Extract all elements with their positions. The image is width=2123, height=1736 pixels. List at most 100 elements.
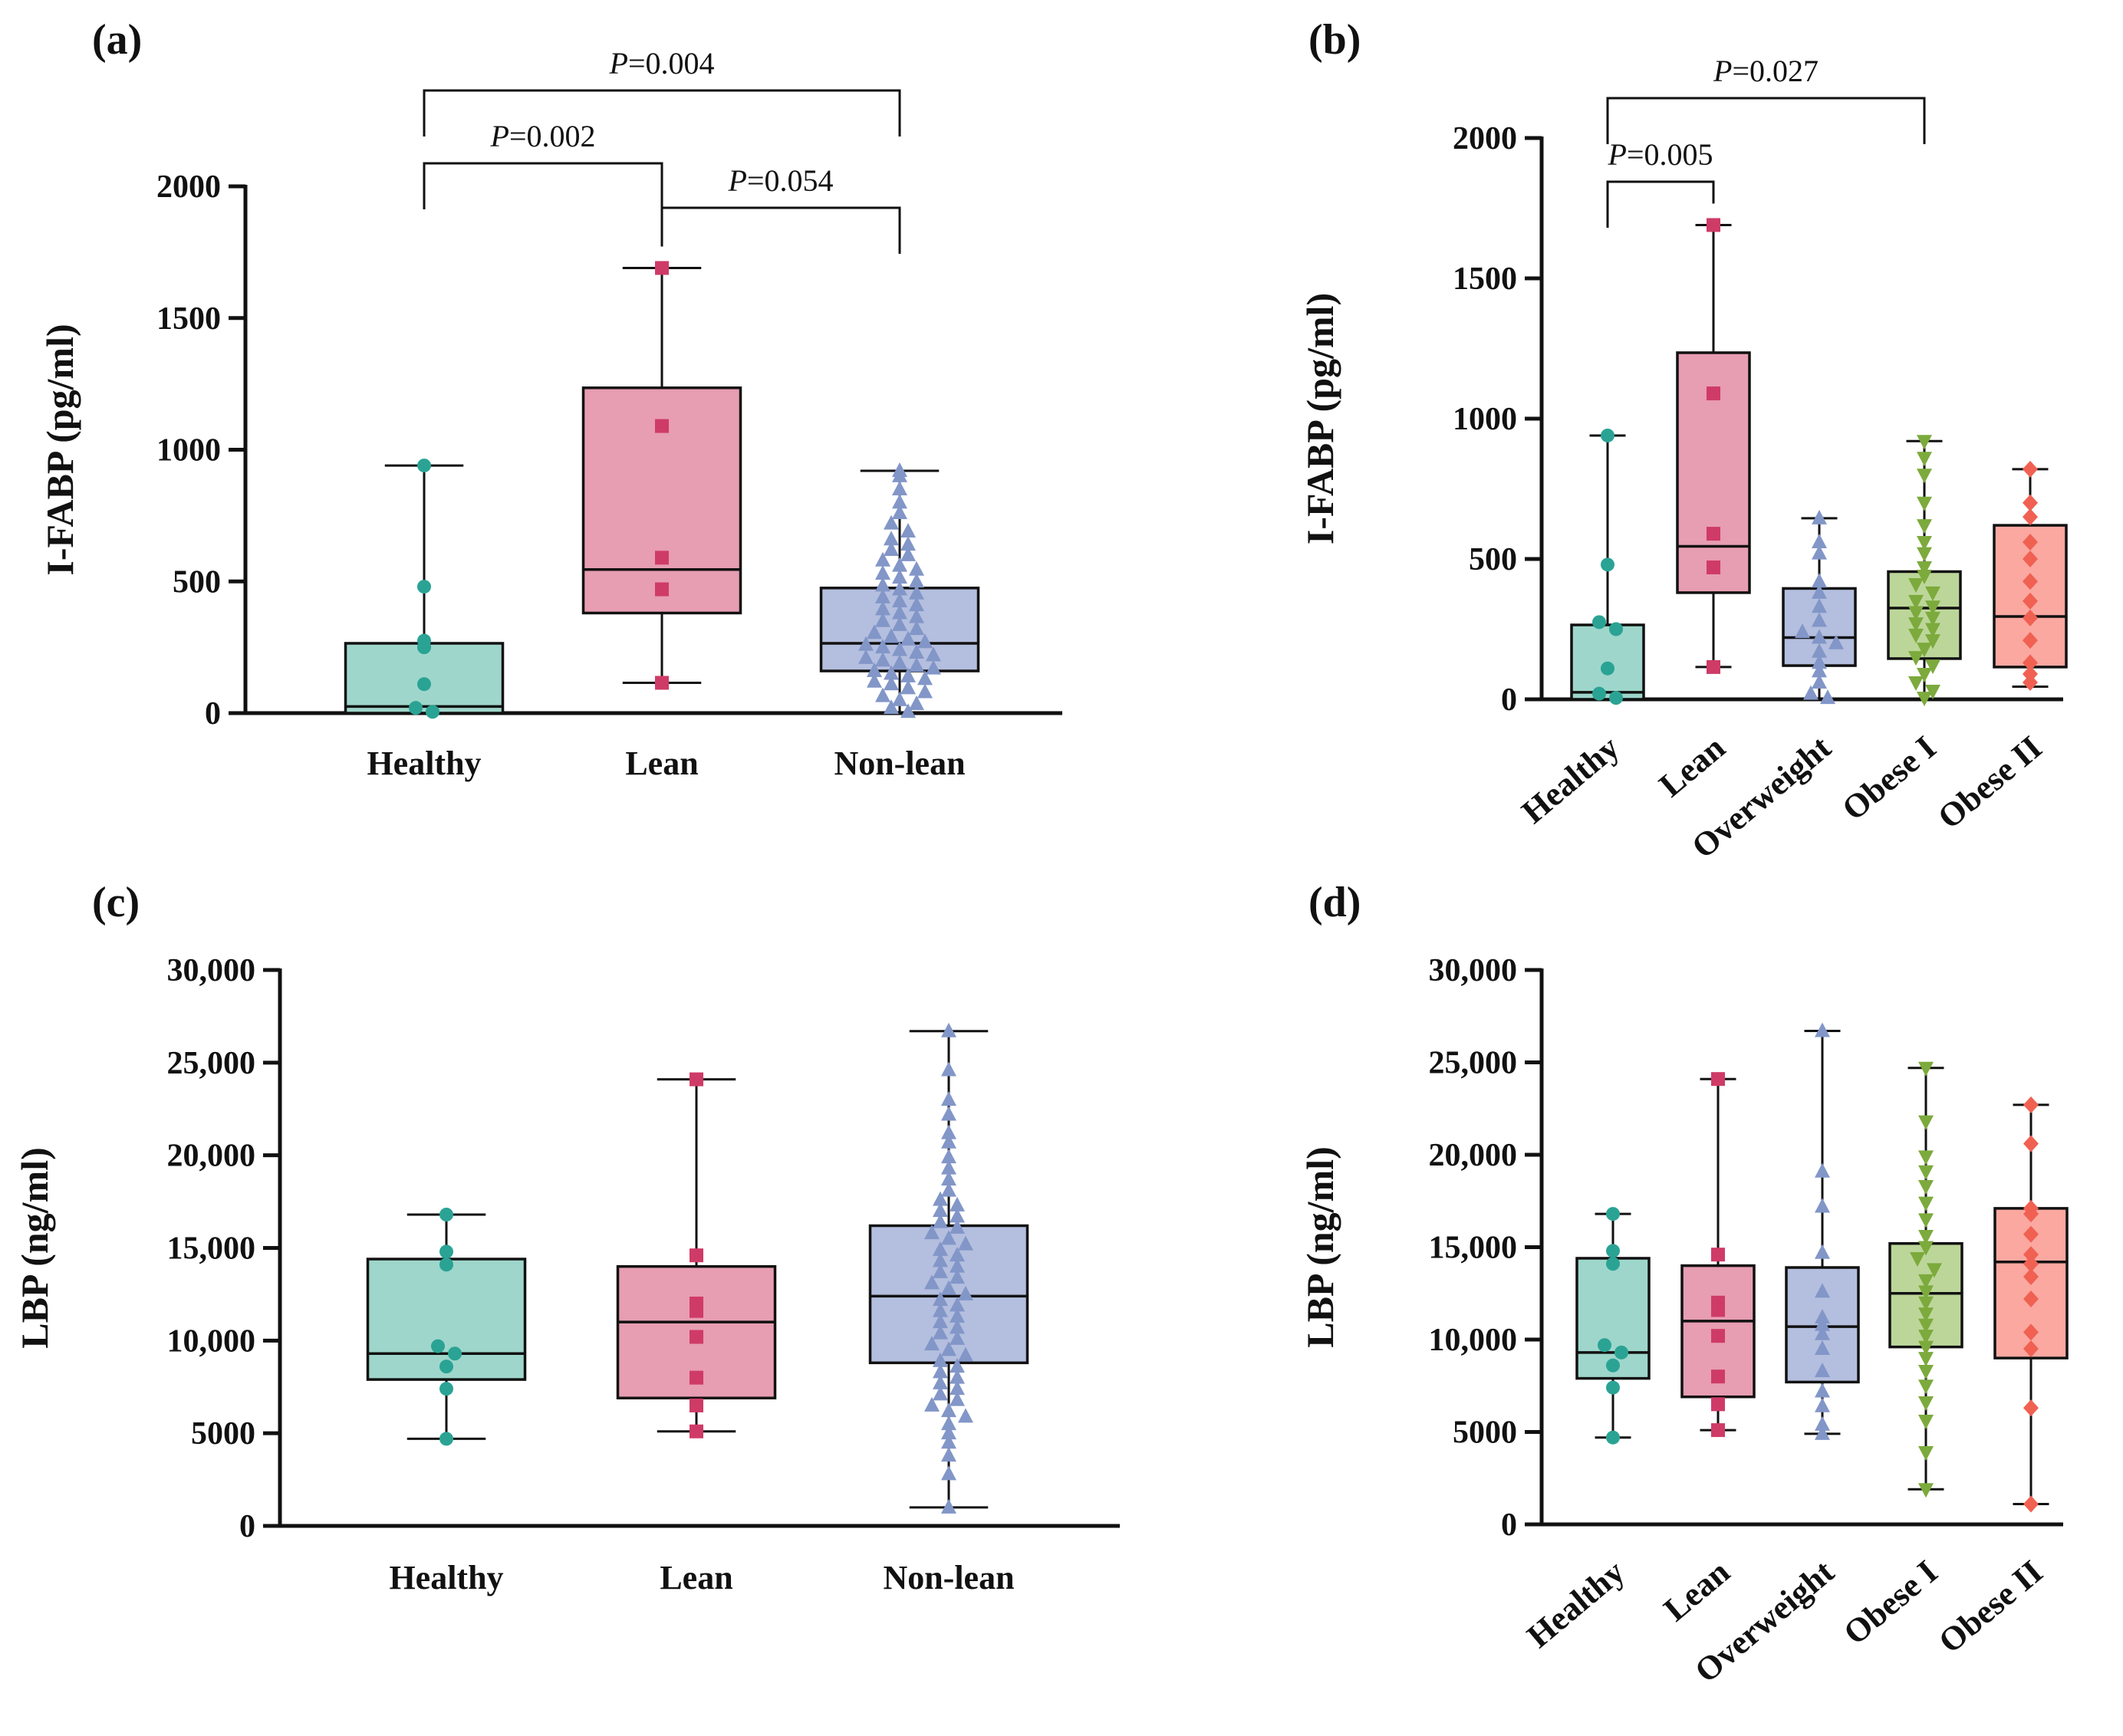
data-point	[933, 1302, 948, 1317]
data-point	[1917, 496, 1932, 511]
y-tick-label: 10,000	[167, 1323, 256, 1359]
data-point	[941, 1425, 956, 1440]
data-point	[655, 676, 669, 690]
data-point	[1908, 676, 1924, 692]
x-tick-label: Healthy	[367, 745, 481, 782]
data-point	[884, 665, 899, 680]
data-point	[884, 541, 899, 557]
data-point	[867, 624, 882, 639]
x-tick-label: Obese I	[1836, 1553, 1944, 1652]
p-value: =0.054	[747, 163, 834, 198]
data-point	[941, 1106, 956, 1121]
data-point	[1812, 643, 1827, 658]
data-point	[1815, 1383, 1830, 1398]
data-point	[2023, 1205, 2039, 1223]
data-point	[941, 1447, 956, 1462]
data-point	[909, 573, 924, 588]
data-point	[690, 1072, 703, 1087]
data-point	[1601, 428, 1614, 442]
data-point	[439, 1382, 453, 1396]
data-point	[909, 561, 924, 576]
data-point	[892, 580, 907, 596]
data-point	[1815, 1283, 1830, 1298]
data-point	[884, 628, 899, 643]
data-point	[1609, 691, 1623, 705]
iqr-box	[366, 1258, 527, 1381]
data-point	[892, 467, 907, 482]
data-point	[1812, 509, 1827, 524]
data-point	[892, 504, 907, 519]
data-point	[1908, 651, 1924, 666]
data-point	[2023, 1323, 2039, 1341]
data-point	[941, 1091, 956, 1106]
data-point	[875, 588, 890, 603]
y-tick-label: 1000	[156, 433, 221, 469]
data-point	[867, 663, 882, 678]
data-point	[933, 1252, 948, 1267]
data-point	[933, 1241, 948, 1256]
box-lean	[1680, 1072, 1756, 1438]
data-point	[417, 640, 431, 655]
box-obese-ii	[1993, 460, 2068, 692]
y-tick-label: 5000	[1453, 1415, 1517, 1451]
data-point	[1815, 1162, 1830, 1178]
box-healthy	[1575, 1207, 1651, 1445]
data-point	[655, 261, 669, 275]
data-point	[1711, 1248, 1725, 1262]
data-point	[2023, 632, 2038, 649]
data-point	[933, 1202, 948, 1218]
data-point	[1925, 611, 1940, 626]
p-symbol: P	[490, 119, 509, 153]
data-point	[941, 1402, 956, 1418]
panel-1: (b) 0 500 1000 1500 2000 I-FABP (pg/ml) Healthy…	[1298, 16, 2068, 866]
bracket-line	[1606, 180, 1715, 228]
panel-label: (c)	[92, 879, 140, 926]
data-point	[1815, 1415, 1830, 1431]
data-point	[1918, 1285, 1934, 1300]
data-point	[1925, 634, 1940, 649]
p-value-label: P=0.027	[1713, 54, 1819, 88]
y-tick-label: 15,000	[1429, 1231, 1518, 1266]
data-point	[690, 1370, 703, 1385]
data-point	[439, 1244, 453, 1259]
data-point	[950, 1307, 965, 1323]
data-point	[1918, 1379, 1934, 1395]
data-point	[892, 593, 907, 608]
data-point	[933, 1352, 948, 1367]
data-point	[909, 643, 924, 659]
data-point	[950, 1269, 965, 1284]
data-point	[1918, 1196, 1934, 1212]
data-point	[900, 667, 916, 682]
data-point	[917, 633, 933, 649]
p-value: =0.027	[1732, 54, 1819, 88]
data-point	[909, 584, 924, 600]
data-point	[1925, 600, 1940, 616]
y-tick-label: 0	[205, 696, 221, 732]
data-point	[1918, 1150, 1934, 1166]
data-point	[1601, 557, 1614, 572]
data-point	[2023, 609, 2038, 626]
data-point	[1918, 1340, 1934, 1356]
data-point	[950, 1196, 965, 1212]
data-point	[2023, 460, 2038, 478]
data-point	[2023, 494, 2038, 511]
data-point	[875, 600, 890, 616]
x-tick-label: Lean	[660, 1559, 732, 1596]
data-point	[917, 670, 933, 686]
data-point	[2023, 1290, 2039, 1307]
data-point	[950, 1369, 965, 1384]
data-point	[1614, 1345, 1628, 1360]
data-point	[941, 1230, 956, 1245]
p-value: =0.004	[628, 46, 715, 81]
y-tick-label: 0	[1501, 1507, 1517, 1543]
p-value: =0.002	[509, 119, 596, 153]
y-tick-label: 0	[239, 1509, 255, 1544]
data-point	[909, 657, 924, 672]
data-point	[950, 1258, 965, 1273]
data-point	[439, 1258, 453, 1272]
data-point	[417, 459, 431, 473]
data-point	[900, 703, 916, 718]
y-tick-label: 30,000	[1429, 953, 1518, 988]
x-tick-label: Healthy	[1520, 1553, 1632, 1655]
panel-2: (c) 0 5000 10,000 15,000 20,000 25,000 30,000 LB…	[13, 879, 1120, 1596]
